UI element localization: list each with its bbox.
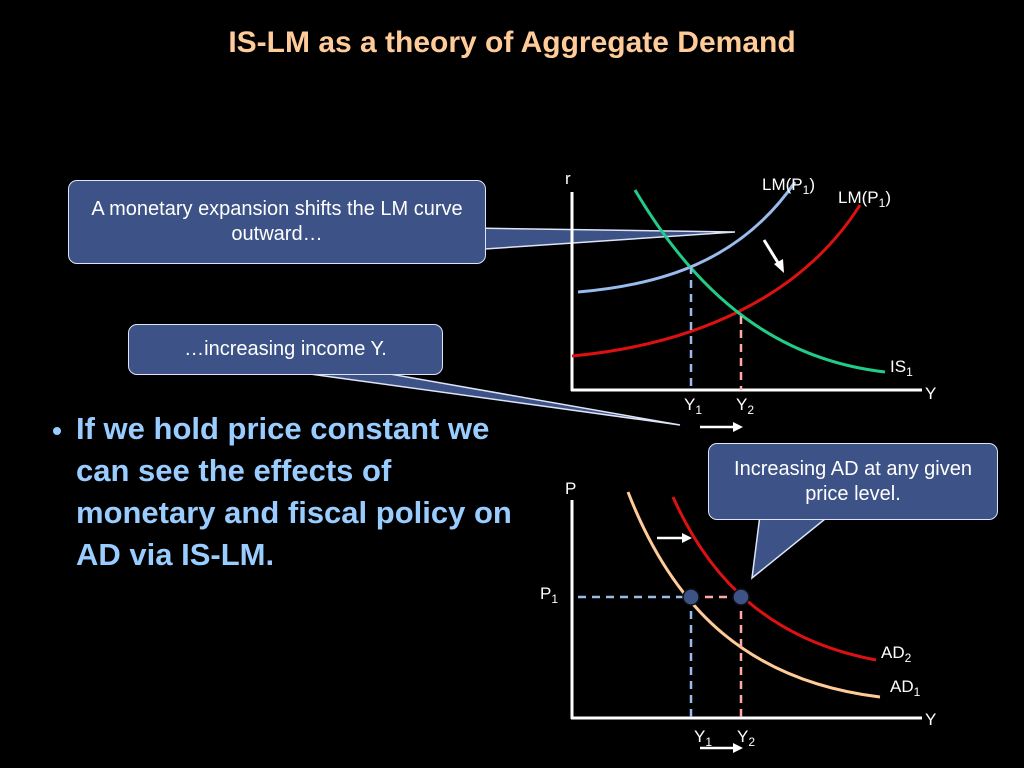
callout-tail — [751, 514, 833, 580]
axis-label: Y — [925, 710, 936, 729]
subscript: 1 — [695, 403, 702, 417]
tick-label: Y1 — [684, 395, 702, 417]
label-text: AD — [890, 677, 914, 696]
axis-label: Y — [925, 384, 936, 403]
label-text: Y — [736, 395, 747, 414]
curve-label: LM(P1) — [762, 175, 815, 197]
callout-tail — [469, 227, 736, 251]
point — [732, 588, 750, 606]
ad-curve — [671, 496, 877, 662]
lm-curve — [577, 181, 797, 294]
label-text: Y — [684, 395, 695, 414]
subscript: 1 — [879, 196, 886, 210]
label-text: ) — [809, 175, 815, 194]
callout: Increasing AD at any given price level. — [708, 443, 998, 520]
bullet-list: If we hold price constant we can see the… — [34, 408, 531, 576]
callout: A monetary expansion shifts the LM curve… — [68, 180, 486, 264]
shift-arrow — [762, 239, 782, 267]
axis-label: P — [565, 479, 576, 498]
label-text: Y — [737, 727, 748, 746]
islm-graph: r Y LM(P1) LM(P1) IS1 Y1 Y2 — [565, 169, 936, 432]
subscript: 1 — [906, 365, 913, 379]
point — [682, 588, 700, 606]
axis-label: r — [565, 169, 571, 188]
subscript: 1 — [803, 183, 810, 197]
curve-label: AD1 — [890, 677, 921, 699]
subscript: 1 — [914, 685, 921, 699]
tick-label: Y2 — [737, 727, 755, 749]
is-curve — [633, 189, 886, 374]
label-text: IS — [890, 357, 906, 376]
tick-label: Y1 — [694, 727, 712, 749]
curve-label: AD2 — [881, 643, 912, 665]
label-text: AD — [881, 643, 905, 662]
label-text: LM(P — [762, 175, 803, 194]
subscript: 2 — [748, 735, 755, 749]
arrow-head — [682, 533, 692, 543]
subscript: 1 — [705, 735, 712, 749]
arrow-head — [774, 259, 784, 273]
label-text: Y — [694, 727, 705, 746]
ad-graph: P Y P1 AD2 AD1 Y1 Y2 — [540, 479, 936, 753]
label-text: P — [540, 584, 551, 603]
subscript: 2 — [747, 403, 754, 417]
label-text: LM(P — [838, 188, 879, 207]
curve-label: LM(P1) — [838, 188, 891, 210]
tick-label: Y2 — [736, 395, 754, 417]
slide-title: IS-LM as a theory of Aggregate Demand — [228, 26, 796, 59]
arrow-head — [733, 422, 743, 432]
tick-label: P1 — [540, 584, 558, 606]
lm-curve — [571, 204, 862, 358]
subscript: 1 — [551, 592, 558, 606]
subscript: 2 — [905, 651, 912, 665]
bullet-item: If we hold price constant we can see the… — [76, 408, 531, 576]
arrow-head — [733, 743, 743, 753]
label-text: ) — [885, 188, 891, 207]
curve-label: IS1 — [890, 357, 913, 379]
callout: …increasing income Y. — [128, 324, 443, 375]
ad-curve — [626, 491, 881, 699]
